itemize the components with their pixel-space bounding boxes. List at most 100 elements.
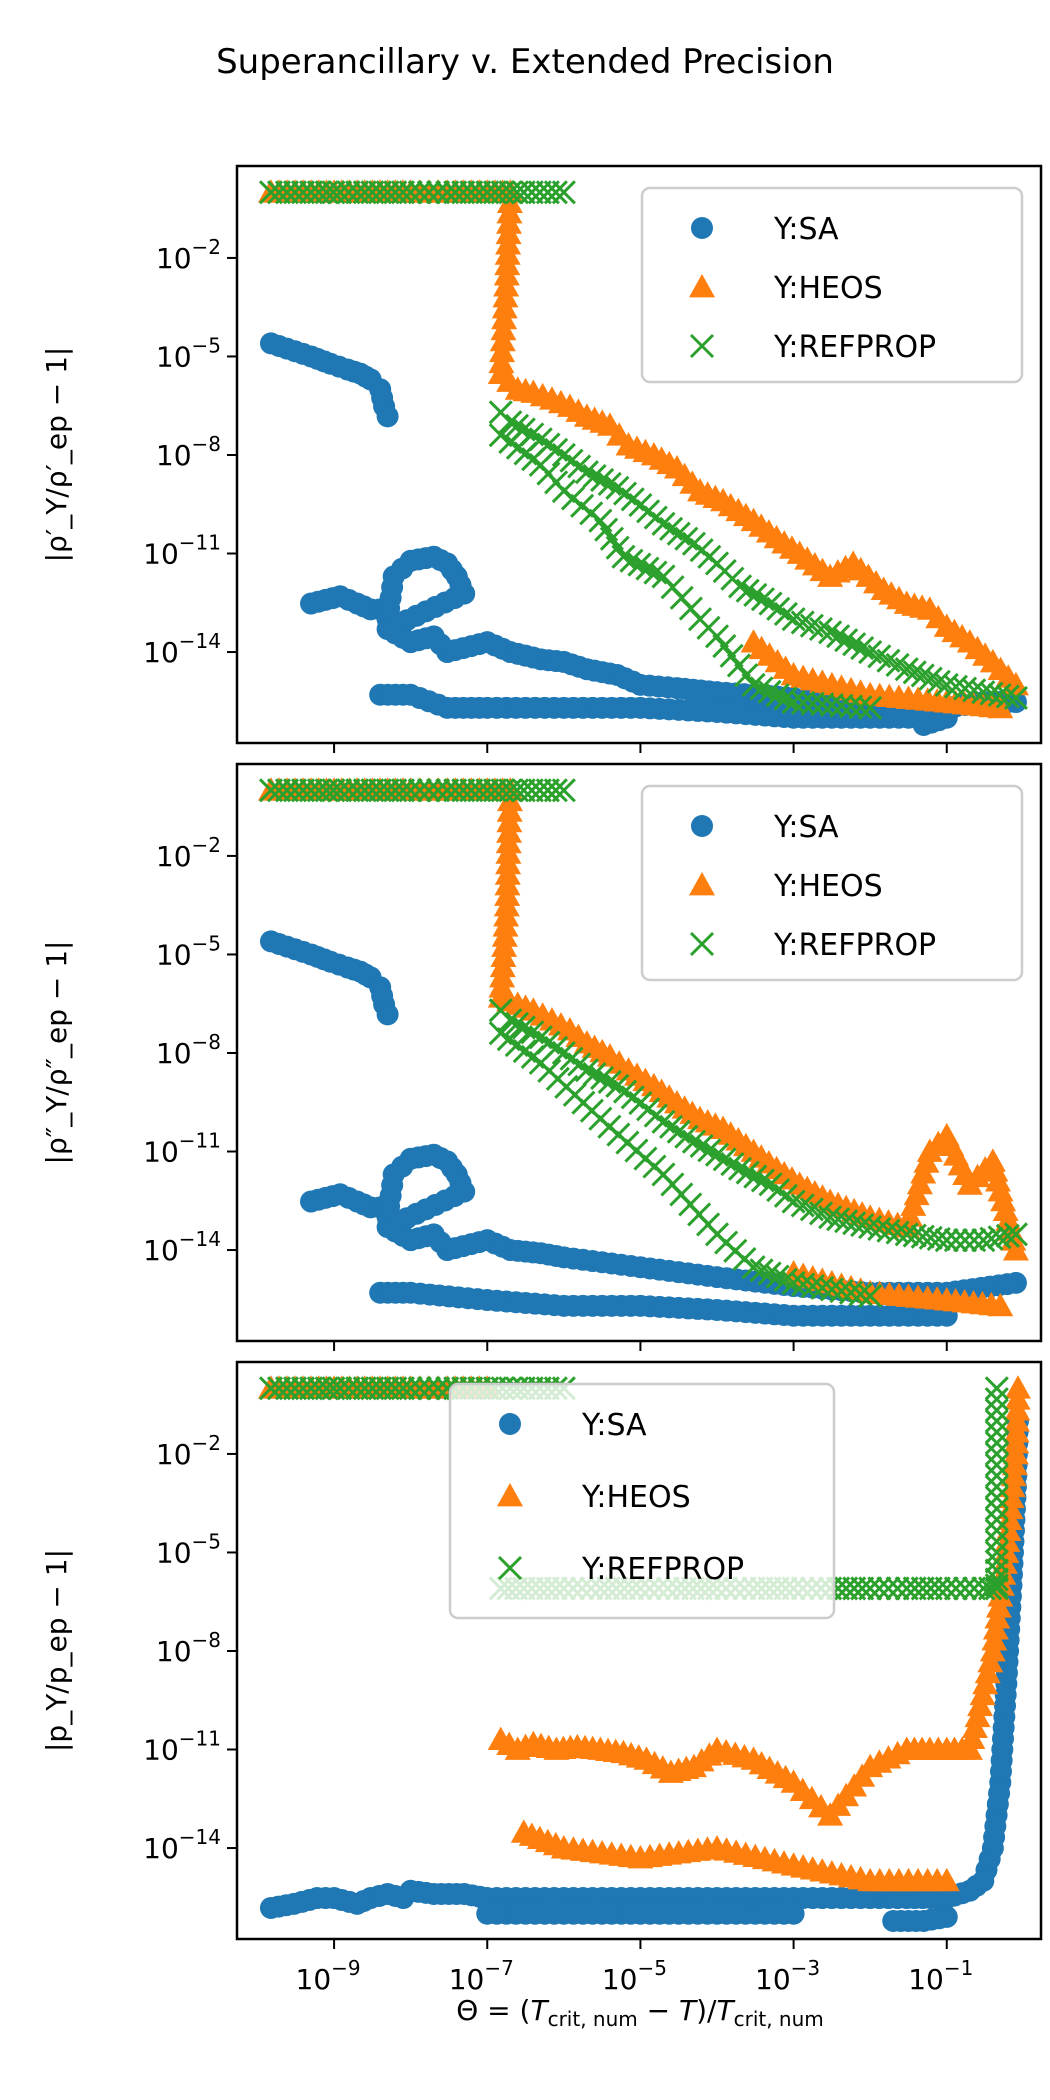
- x-axis-label-t2: T: [679, 1994, 698, 2027]
- data-point: [810, 692, 835, 717]
- data-point: [493, 273, 520, 297]
- data-point: [943, 1228, 968, 1253]
- y-tick-base: 10: [143, 1136, 179, 1169]
- data-point: [924, 1286, 951, 1310]
- data-point: [543, 1902, 566, 1925]
- data-point: [689, 1133, 714, 1159]
- data-point: [543, 1294, 566, 1317]
- y-tick-base: 10: [156, 340, 192, 373]
- data-point: [741, 672, 766, 697]
- data-point: [735, 578, 760, 603]
- data-point: [984, 1409, 1009, 1434]
- data-point: [800, 691, 825, 716]
- data-point: [679, 470, 706, 494]
- data-point: [849, 1304, 872, 1327]
- data-point: [924, 688, 951, 712]
- data-point: [368, 1885, 391, 1908]
- data-point: [1001, 1451, 1028, 1476]
- data-point: [791, 1272, 816, 1297]
- y-axis-label: |ρ″_Y/ρ″_ep − 1|: [40, 941, 73, 1165]
- y-tick-exp: −8: [192, 1030, 221, 1054]
- y-tick-label: 10−8: [156, 1030, 221, 1070]
- data-point: [543, 778, 568, 803]
- data-point: [542, 1831, 569, 1856]
- data-point: [674, 526, 699, 551]
- data-point: [984, 1496, 1009, 1521]
- data-point: [602, 1738, 629, 1763]
- data-point: [910, 663, 935, 688]
- y-tick-exp: −5: [192, 1529, 221, 1553]
- data-point: [858, 1283, 883, 1309]
- data-point: [984, 1507, 1009, 1532]
- data-point: [535, 778, 560, 803]
- x-axis-label-t1: T: [530, 1994, 549, 2027]
- data-point: [749, 1258, 774, 1283]
- x-tick-label: 10−3: [755, 1956, 820, 1996]
- data-point: [567, 454, 592, 479]
- data-point: [627, 552, 652, 577]
- data-point: [773, 1902, 796, 1925]
- data-point: [468, 633, 491, 656]
- data-point: [858, 695, 883, 720]
- y-tick-base: 10: [156, 1438, 192, 1471]
- y-tick-label: 10−14: [143, 1227, 221, 1267]
- x-tick-base: 10: [755, 1963, 791, 1996]
- data-point: [810, 1275, 835, 1300]
- data-point: [984, 1463, 1009, 1488]
- data-point: [773, 1304, 796, 1327]
- data-point: [360, 778, 385, 803]
- data-point: [314, 1887, 337, 1910]
- data-point: [352, 1193, 375, 1216]
- data-point: [520, 1020, 545, 1045]
- y-tick-label: 10−8: [156, 432, 221, 472]
- legend-label: Y:HEOS: [773, 869, 883, 904]
- data-point: [619, 548, 644, 573]
- data-point: [819, 692, 844, 718]
- data-point: [902, 660, 927, 685]
- data-point: [494, 251, 521, 276]
- data-point: [913, 1149, 940, 1173]
- data-point: [832, 554, 859, 579]
- legend-marker-x: [689, 333, 715, 359]
- data-point: [978, 1291, 1005, 1316]
- data-point: [328, 778, 353, 803]
- data-point: [1004, 1386, 1031, 1410]
- data-point: [371, 984, 394, 1007]
- data-point: [360, 180, 385, 205]
- data-point: [734, 663, 759, 688]
- data-point: [790, 610, 815, 635]
- data-point: [392, 683, 415, 706]
- chart-title: Superancillary v. Extended Precision: [216, 42, 834, 82]
- data-point: [720, 566, 745, 591]
- data-point: [926, 1576, 951, 1601]
- legend-label: Y:SA: [773, 212, 839, 247]
- data-point: [360, 1376, 385, 1401]
- data-point: [838, 694, 864, 719]
- data-point: [712, 1147, 737, 1172]
- legend-marker-x: [689, 931, 715, 957]
- data-point: [696, 1902, 719, 1925]
- data-point: [918, 1576, 943, 1601]
- data-point: [984, 1567, 1009, 1592]
- y-tick-exp: −14: [179, 1825, 221, 1849]
- data-point: [328, 1376, 353, 1401]
- data-point: [809, 1184, 836, 1208]
- data-point: [834, 628, 859, 653]
- data-point: [995, 1223, 1020, 1248]
- data-point: [732, 502, 759, 527]
- series-y-refprop: [258, 180, 1028, 720]
- data-point: [826, 1207, 851, 1232]
- data-point: [590, 467, 615, 493]
- x-tick-exp: −1: [944, 1956, 973, 1980]
- data-point: [778, 535, 805, 559]
- data-point: [620, 487, 645, 512]
- y-tick-label: 10−5: [156, 1529, 221, 1569]
- data-point: [984, 1576, 1009, 1601]
- y-tick-label: 10−14: [143, 629, 221, 669]
- data-point: [643, 560, 668, 585]
- data-point: [696, 700, 719, 723]
- data-point: [720, 1151, 745, 1177]
- series-y-refprop: [258, 778, 1028, 1309]
- data-point: [619, 1294, 642, 1317]
- x-axis-label-sub1: crit, num: [548, 2007, 638, 2031]
